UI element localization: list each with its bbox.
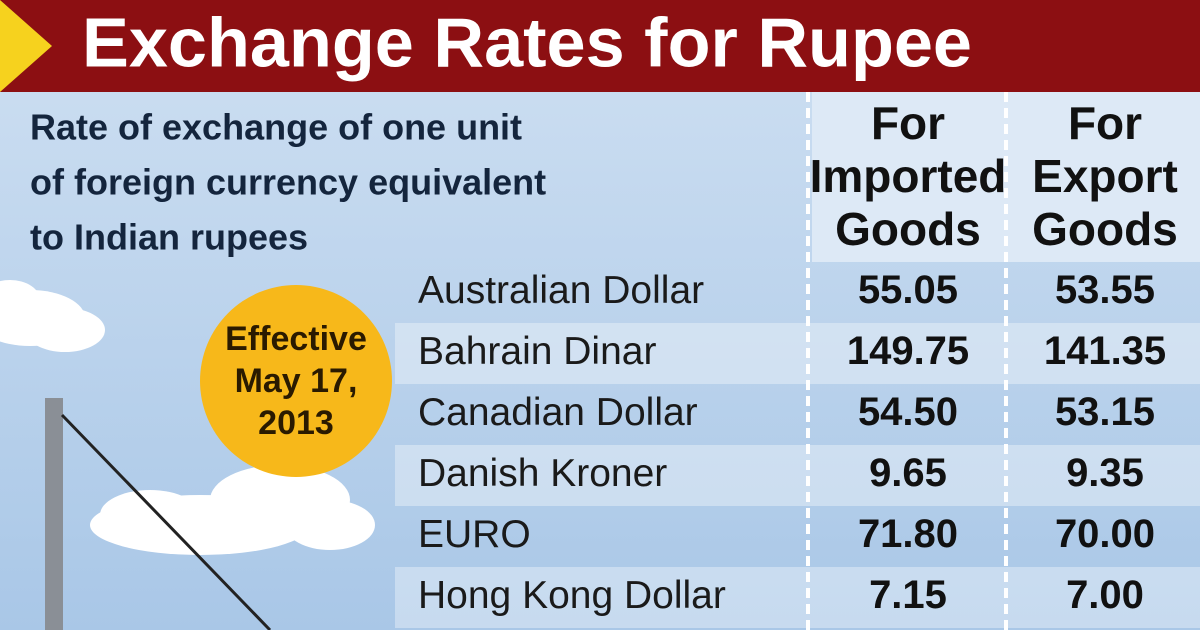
badge-line: Effective — [225, 320, 367, 358]
row-stripe — [395, 445, 1200, 506]
badge-line: 2013 — [258, 404, 334, 442]
title: Exchange Rates for Rupee — [82, 3, 972, 81]
cloud — [0, 280, 105, 352]
description-line: Rate of exchange of one unit — [30, 107, 522, 148]
column-header: For — [871, 97, 945, 149]
description-line: to Indian rupees — [30, 217, 308, 258]
export-rate: 141.35 — [1044, 329, 1166, 373]
imported-rate: 149.75 — [847, 329, 969, 373]
imported-rate: 7.15 — [869, 573, 947, 617]
pole — [45, 398, 63, 630]
cloud — [90, 465, 375, 555]
column-header: Export — [1032, 150, 1178, 202]
currency-name: Australian Dollar — [418, 269, 704, 312]
column-header: For — [1068, 97, 1142, 149]
column-header: Goods — [835, 203, 981, 255]
imported-rate: 71.80 — [858, 512, 958, 556]
export-rate: 53.55 — [1055, 268, 1155, 312]
export-rate: 70.00 — [1055, 512, 1155, 556]
export-rate: 7.00 — [1066, 573, 1144, 617]
currency-name: Danish Kroner — [418, 452, 667, 495]
row-stripe — [395, 567, 1200, 628]
rope — [60, 413, 272, 630]
header-bar — [0, 0, 1200, 92]
currency-name: Bahrain Dinar — [418, 330, 656, 373]
imported-rate: 9.65 — [869, 451, 947, 495]
export-rate: 53.15 — [1055, 390, 1155, 434]
column-header: Goods — [1032, 203, 1178, 255]
column-header: Imported — [810, 150, 1007, 202]
badge — [200, 285, 392, 477]
imported-rate: 55.05 — [858, 268, 958, 312]
imported-rate: 54.50 — [858, 390, 958, 434]
row-stripe — [395, 323, 1200, 384]
header-arrow — [0, 0, 52, 92]
currency-name: EURO — [418, 513, 531, 556]
currency-name: Canadian Dollar — [418, 391, 698, 434]
currency-name: Hong Kong Dollar — [418, 574, 726, 617]
export-rate: 9.35 — [1066, 451, 1144, 495]
badge-line: May 17, — [235, 362, 358, 400]
description-line: of foreign currency equivalent — [30, 162, 546, 203]
